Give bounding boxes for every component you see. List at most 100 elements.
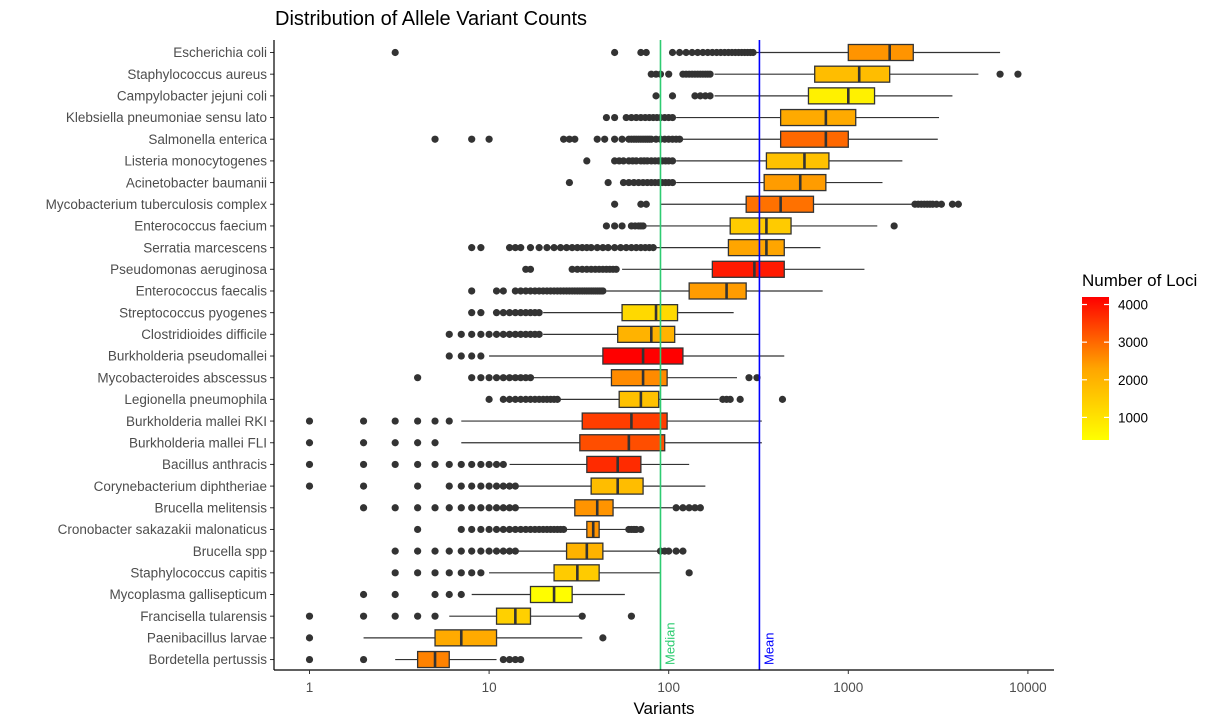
outlier-point: [391, 547, 399, 555]
outlier-point: [505, 482, 514, 490]
outlier-point: [679, 547, 687, 555]
outlier-point: [505, 525, 514, 534]
chart-title: Distribution of Allele Variant Counts: [275, 8, 587, 30]
outlier-point: [706, 92, 714, 100]
outlier-point: [414, 525, 422, 534]
category-label: Bacillus anthracis: [162, 457, 267, 472]
species-boxplot: [359, 585, 625, 604]
outlier-point: [672, 547, 680, 555]
box: [610, 369, 668, 387]
outlier-point: [637, 525, 645, 534]
x-tick-label: 1000: [833, 680, 863, 695]
outlier-point: [996, 70, 1004, 78]
outlier-point: [391, 417, 399, 425]
outlier-point: [511, 244, 519, 252]
outlier-point: [948, 200, 957, 208]
legend-tick-label: 2000: [1118, 373, 1148, 388]
outlier-point: [553, 395, 561, 403]
outlier-point: [391, 460, 399, 469]
outlier-point: [468, 330, 476, 338]
outlier-point: [445, 590, 453, 599]
species-boxplot: [391, 43, 1001, 62]
outlier-point: [414, 504, 422, 512]
outlier-point: [499, 547, 507, 555]
outlier-point: [477, 504, 485, 512]
box: [727, 238, 785, 257]
category-label: Staphylococcus capitis: [130, 566, 267, 581]
species-boxplot: [583, 152, 903, 170]
outlier-point: [414, 547, 422, 555]
outlier-point: [517, 287, 525, 295]
category-label: Escherichia coli: [173, 45, 267, 60]
outlier-point: [543, 244, 551, 252]
box: [529, 585, 573, 604]
outlier-point: [468, 352, 476, 360]
outlier-point: [954, 200, 962, 208]
outlier-point: [505, 547, 514, 555]
box: [581, 412, 668, 430]
x-tick-label: 10: [482, 680, 497, 695]
outlier-point: [511, 525, 519, 534]
outlier-point: [414, 460, 422, 469]
category-label: Clostridioides difficile: [141, 327, 267, 342]
outlier-point: [499, 395, 507, 403]
outlier-point: [499, 525, 507, 534]
outlier-point: [468, 244, 476, 252]
outlier-point: [682, 48, 690, 57]
outlier-point: [535, 244, 543, 252]
category-label: Brucella melitensis: [154, 500, 267, 515]
outlier-point: [431, 439, 439, 447]
outlier-point: [499, 504, 507, 512]
outlier-point: [485, 525, 493, 534]
outlier-point: [457, 525, 465, 534]
outlier-point: [305, 612, 314, 620]
outlier-point: [499, 374, 507, 382]
outlier-point: [517, 395, 525, 403]
outlier-point: [604, 178, 612, 187]
species-boxplot: [468, 304, 734, 322]
box: [618, 390, 660, 409]
outlier-point: [526, 374, 535, 382]
box: [807, 87, 876, 105]
outlier-point: [505, 655, 514, 664]
outlier-point: [468, 525, 476, 534]
outlier-point: [457, 504, 465, 512]
outlier-point: [571, 135, 579, 143]
outlier-point: [499, 655, 507, 664]
outlier-point: [485, 395, 493, 403]
outlier-point: [511, 309, 519, 317]
outlier-point: [568, 265, 576, 273]
outlier-point: [611, 135, 619, 143]
box: [579, 434, 666, 452]
outlier-point: [602, 222, 611, 230]
outlier-point: [391, 590, 399, 599]
outlier-point: [611, 222, 619, 230]
outlier-point: [457, 547, 465, 555]
species-boxplot: [305, 650, 525, 669]
box: [495, 607, 532, 625]
box: [779, 108, 857, 127]
outlier-point: [668, 178, 677, 187]
outlier-point: [477, 525, 485, 534]
box: [621, 304, 679, 322]
outlier-point: [568, 244, 576, 252]
outlier-point: [612, 265, 620, 273]
outlier-point: [511, 482, 519, 490]
outlier-point: [668, 48, 677, 57]
outlier-point: [359, 460, 368, 469]
category-label: Staphylococcus aureus: [127, 67, 267, 82]
species-boxplot: [391, 564, 693, 582]
outlier-point: [691, 92, 699, 100]
outlier-point: [305, 460, 314, 469]
outlier-point: [1014, 70, 1022, 78]
category-label: Cronobacter sakazakii malonaticus: [58, 522, 268, 537]
outlier-point: [485, 482, 493, 490]
outlier-point: [517, 525, 525, 534]
species-boxplot: [305, 434, 762, 452]
outlier-point: [468, 504, 476, 512]
outlier-point: [477, 352, 485, 360]
outlier-point: [637, 200, 645, 208]
outlier-point: [492, 482, 501, 490]
outlier-point: [414, 417, 422, 425]
outlier-point: [305, 417, 314, 425]
